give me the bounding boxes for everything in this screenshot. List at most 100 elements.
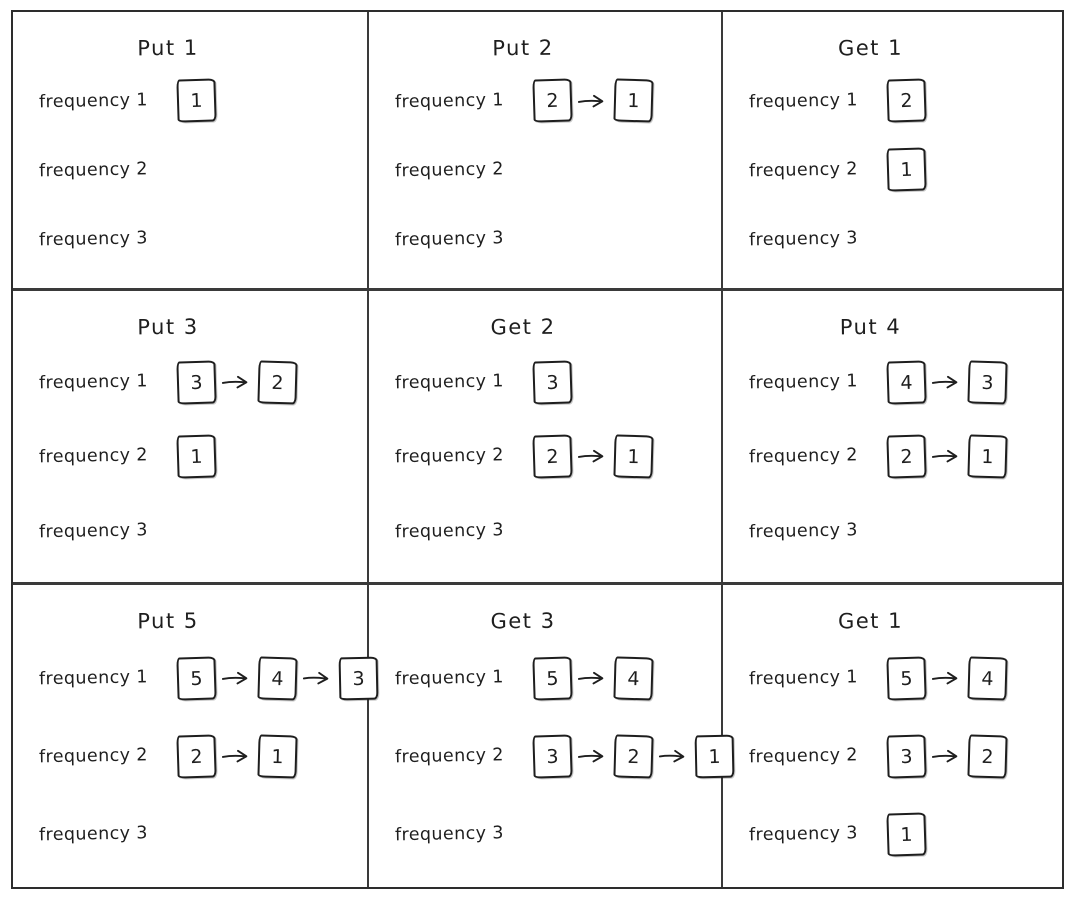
cache-node-box: 3: [967, 360, 1008, 405]
frequency-label: frequency 2: [38, 445, 149, 468]
cache-node-value: 2: [900, 89, 913, 112]
cache-node-value: 3: [546, 744, 559, 768]
operation-title: Get 3: [490, 608, 556, 634]
frequency-row: frequency 3: [39, 810, 357, 858]
cache-node-value: 1: [627, 89, 640, 112]
frequency-rows: frequency 1 3 2 frequency 2 1 frequency …: [39, 341, 357, 568]
frequency-row: frequency 2 2 1: [395, 432, 711, 480]
cache-node-box: 2: [886, 78, 927, 123]
node-list: 5 4 3: [176, 654, 379, 702]
cache-node-value: 1: [190, 89, 203, 112]
frequency-label: frequency 2: [38, 159, 149, 182]
node-list: 3 2: [886, 732, 1008, 780]
arrow-icon: [577, 749, 604, 763]
cache-node-value: 3: [190, 370, 203, 394]
panel-put-5: Put 5 frequency 1 5 4 3 frequency 2 2 1: [13, 585, 379, 887]
arrow-icon: [302, 671, 329, 685]
panel-put-1: Put 1 frequency 1 1 frequency 2 frequenc…: [13, 12, 369, 291]
frequency-row: frequency 3: [39, 215, 357, 263]
node-list: 2 1: [532, 432, 654, 480]
cache-node-value: 1: [271, 744, 284, 768]
frequency-label: frequency 1: [394, 89, 505, 112]
cache-node-box: 1: [176, 434, 217, 479]
panel-put-4: Put 4 frequency 1 4 3 frequency 2 2 1: [723, 291, 1062, 585]
cache-node-box: 1: [694, 734, 735, 778]
cache-node-value: 1: [627, 445, 640, 468]
cache-node-value: 1: [708, 744, 721, 768]
cache-node-box: 5: [532, 655, 573, 701]
arrow-icon: [931, 450, 958, 463]
frequency-label: frequency 3: [394, 520, 505, 543]
cache-node-box: 1: [967, 434, 1008, 479]
frequency-row: frequency 1 5 4: [749, 654, 1052, 702]
node-list: 2 1: [532, 77, 654, 125]
frequency-row: frequency 1 2 1: [395, 77, 711, 125]
frequency-row: frequency 3: [395, 215, 711, 263]
arrow-icon: [221, 749, 248, 763]
frequency-label: frequency 3: [38, 228, 149, 251]
frequency-rows: frequency 1 4 3 frequency 2 2 1 frequenc…: [749, 341, 1052, 568]
frequency-row: frequency 2: [39, 146, 357, 194]
panel-put-2: Put 2 frequency 1 2 1 frequency 2 freque…: [369, 12, 723, 291]
frequency-row: frequency 2 2 1: [39, 732, 357, 780]
panel-put-3: Put 3 frequency 1 3 2 frequency 2 1 freq…: [13, 291, 369, 585]
frequency-rows: frequency 1 2 frequency 2 1 frequency 3: [749, 62, 1052, 274]
frequency-label: frequency 1: [38, 89, 149, 112]
frequency-label: frequency 2: [748, 745, 859, 768]
panel-get-1: Get 1 frequency 1 2 frequency 2 1 freque…: [723, 12, 1062, 291]
operation-title: Get 1: [837, 35, 904, 61]
cache-node-box: 3: [532, 360, 573, 405]
cache-node-box: 2: [532, 78, 573, 123]
cache-node-box: 2: [176, 733, 217, 779]
frequency-row: frequency 2: [395, 146, 711, 194]
frequency-rows: frequency 1 2 1 frequency 2 frequency 3: [395, 62, 711, 274]
frequency-row: frequency 3: [395, 810, 711, 858]
cache-node-value: 2: [900, 445, 913, 468]
operation-title: Get 1: [837, 608, 904, 634]
cache-node-box: 2: [532, 434, 573, 479]
cache-node-box: 3: [338, 656, 379, 700]
frequency-label: frequency 1: [748, 89, 859, 112]
cache-node-value: 2: [546, 445, 559, 468]
frequency-label: frequency 1: [748, 371, 859, 394]
cache-node-value: 4: [627, 666, 640, 690]
arrow-icon: [577, 450, 604, 463]
cache-node-box: 4: [257, 655, 298, 701]
operation-title: Get 2: [490, 314, 556, 340]
frequency-row: frequency 2 3 2 1: [395, 732, 735, 780]
frequency-rows: frequency 1 5 4 frequency 2 3 2 frequenc…: [749, 635, 1052, 873]
frequency-rows: frequency 1 5 4 3 frequency 2 2 1 fre: [39, 635, 379, 873]
cache-node-value: 4: [981, 666, 994, 690]
cache-node-box: 3: [886, 733, 927, 779]
arrow-icon: [577, 94, 604, 108]
operation-title: Put 4: [839, 314, 902, 340]
cache-node-box: 4: [613, 655, 654, 701]
node-list: 1: [886, 146, 927, 194]
frequency-row: frequency 1 3 2: [39, 358, 357, 406]
node-list: 3 2: [176, 358, 298, 406]
frequency-row: frequency 1 5 4 3: [39, 654, 379, 702]
cache-node-box: 5: [886, 655, 927, 701]
frequency-label: frequency 2: [394, 159, 505, 182]
node-list: 1: [176, 77, 217, 125]
cache-node-value: 5: [900, 666, 913, 690]
frequency-label: frequency 2: [38, 745, 149, 768]
cache-node-value: 3: [352, 666, 365, 690]
frequency-label: frequency 3: [38, 823, 149, 846]
panel-get-1-final: Get 1 frequency 1 5 4 frequency 2 3 2: [723, 585, 1062, 887]
cache-node-box: 4: [967, 655, 1008, 701]
cache-node-value: 3: [900, 744, 913, 768]
arrow-icon: [658, 749, 685, 763]
frequency-label: frequency 3: [394, 823, 505, 846]
operation-title: Put 3: [137, 314, 199, 340]
frequency-rows: frequency 1 5 4 frequency 2 3 2 1 fre: [394, 635, 735, 873]
frequency-rows: frequency 1 1 frequency 2 frequency 3: [39, 62, 357, 274]
frequency-row: frequency 2 1: [39, 432, 357, 480]
cache-node-value: 5: [546, 666, 559, 690]
cache-node-box: 1: [257, 733, 298, 779]
cache-node-box: 1: [613, 434, 654, 479]
frequency-label: frequency 1: [394, 667, 505, 690]
arrow-icon: [931, 749, 958, 763]
frequency-row: frequency 1 1: [39, 77, 357, 125]
cache-node-value: 1: [900, 822, 913, 846]
